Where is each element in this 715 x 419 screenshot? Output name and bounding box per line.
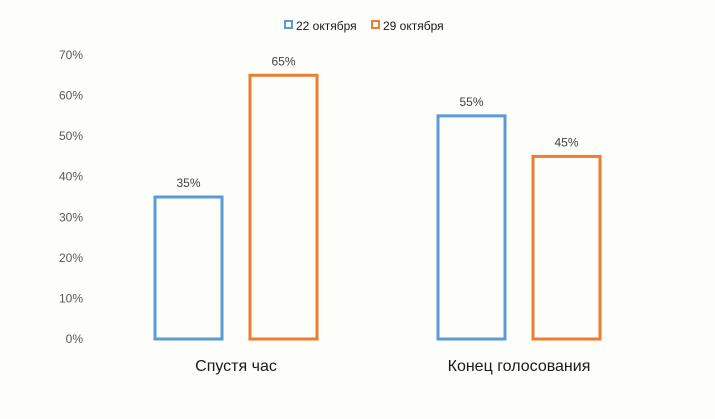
- y-tick-label-7: 70%: [59, 48, 83, 62]
- y-tick-label-0: 0%: [66, 332, 84, 346]
- bar-2-2: [531, 154, 602, 341]
- legend-swatch-2: [371, 20, 380, 29]
- data-label-1-1: 35%: [176, 176, 200, 190]
- bars: 35% 65% 55% 45%: [153, 54, 602, 341]
- y-tick-label-5: 50%: [59, 129, 83, 143]
- legend-swatch-1: [284, 20, 293, 29]
- x-axis: Спустя час Конец голосования: [195, 358, 590, 375]
- bar-1-1: [153, 195, 224, 341]
- legend-label-1: 22 октября: [296, 19, 357, 33]
- data-label-2-1: 65%: [271, 54, 295, 68]
- y-tick-label-4: 40%: [59, 170, 83, 184]
- y-tick-label-1: 10%: [59, 291, 83, 305]
- y-tick-label-2: 20%: [59, 251, 83, 265]
- y-axis: 0% 10% 20% 30% 40% 50% 60% 70%: [59, 48, 83, 346]
- bar-2-1: [248, 73, 319, 341]
- y-tick-label-6: 60%: [59, 89, 83, 103]
- legend-label-2: 29 октября: [383, 19, 444, 33]
- data-label-1-2: 55%: [459, 95, 483, 109]
- bar-1-2: [436, 114, 507, 341]
- legend: 22 октября 29 октября: [284, 19, 444, 33]
- category-label-2: Конец голосования: [448, 358, 591, 375]
- category-label-1: Спустя час: [195, 358, 277, 375]
- y-tick-label-3: 30%: [59, 210, 83, 224]
- data-label-2-2: 45%: [554, 135, 578, 149]
